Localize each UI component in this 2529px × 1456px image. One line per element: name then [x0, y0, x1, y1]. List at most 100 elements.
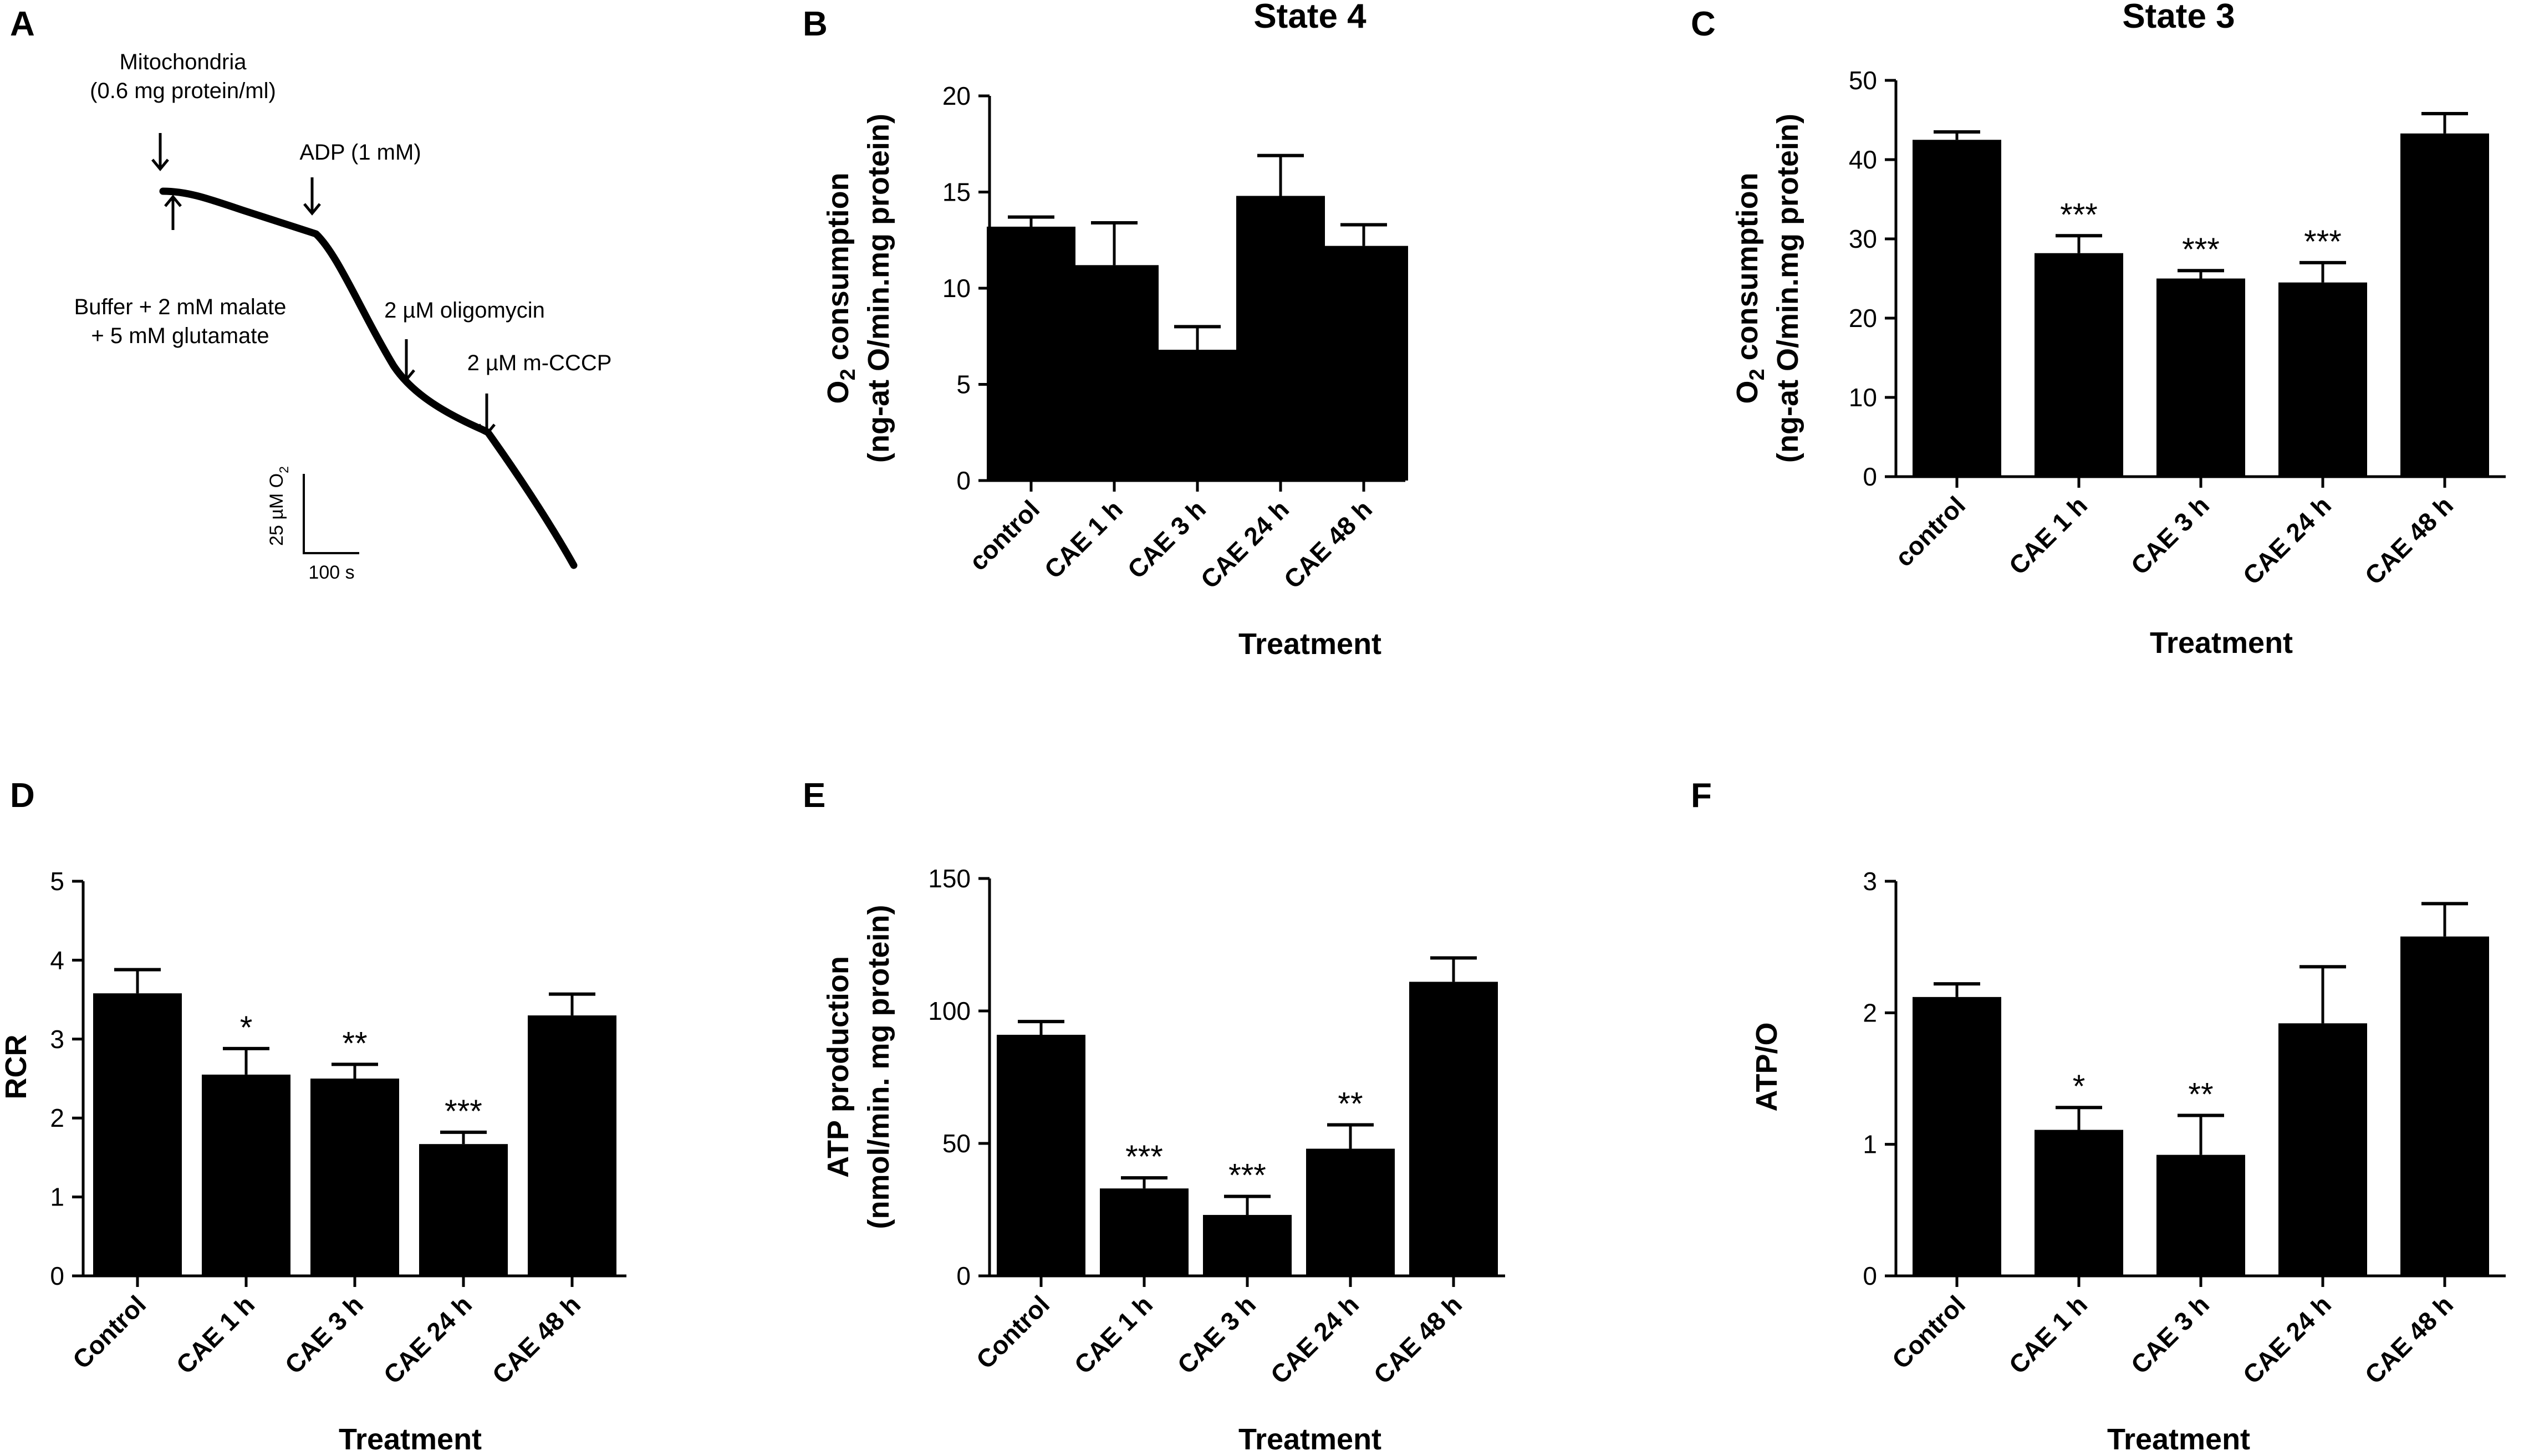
annotation-mitochondria-line2: (0.6 mg protein/ml): [90, 79, 276, 103]
chart-e-significance: ***: [1125, 1139, 1163, 1175]
panel-d: D RCR Treatment 0 1 2 3 4 5 Control CAE 1 h * CAE…: [0, 776, 626, 1456]
panel-e-label: E: [803, 776, 825, 815]
panel-a: A Mitochondria (0.6 mg protein/ml) ADP (…: [10, 5, 611, 583]
chart-b-ytick-label: 20: [942, 81, 971, 110]
chart-f-ytick-label: 3: [1863, 867, 1877, 896]
chart-e-ytick-label: 0: [956, 1261, 971, 1290]
chart-d-category-label: CAE 48 h: [486, 1290, 586, 1389]
chart-c-ylabel-line2: (ng-at O/min.mg protein): [1771, 114, 1804, 463]
chart-f-category-label: CAE 48 h: [2359, 1290, 2459, 1389]
panel-b: B State 4 O2 consumption (ng-at O/min.mg…: [803, 0, 1408, 661]
chart-b-bar: [1236, 196, 1325, 481]
chart-e-ylabel-line1: ATP production: [822, 956, 855, 1178]
chart-f-category-label: Control: [1886, 1290, 1971, 1374]
chart-e-category-label: CAE 24 h: [1264, 1290, 1364, 1389]
chart-e-ytick-label: 150: [928, 864, 971, 893]
chart-b-bar: [1319, 246, 1408, 481]
panel-f-label: F: [1691, 776, 1712, 815]
chart-d-category-label: CAE 24 h: [378, 1290, 477, 1389]
annotation-buffer-line1: Buffer + 2 mM malate: [74, 295, 287, 319]
chart-b-xlabel: Treatment: [1238, 627, 1381, 661]
chart-e-bar: [1306, 1148, 1395, 1276]
chart-c-plot: 0 10 20 30 40 50 control CAE 1 h *** CAE 3 h *** CA…: [1849, 66, 2506, 590]
chart-b-category-label: control: [963, 494, 1045, 576]
chart-f-ytick-label: 2: [1863, 998, 1877, 1027]
panel-b-label: B: [803, 5, 828, 43]
chart-d-category-label: CAE 3 h: [279, 1290, 369, 1379]
chart-e-xlabel: Treatment: [1238, 1423, 1381, 1456]
chart-e-ytick-label: 100: [928, 997, 971, 1025]
chart-b-category-label: CAE 1 h: [1039, 494, 1128, 584]
scale-bar: [303, 474, 359, 554]
chart-c-category-label: CAE 3 h: [2125, 491, 2215, 580]
chart-e-bar: [1203, 1215, 1292, 1276]
chart-c-bar: [2400, 133, 2489, 477]
chart-b-ylabel-line1: O2 consumption: [822, 172, 860, 403]
chart-e-category-label: Control: [971, 1290, 1055, 1374]
chart-c-ytick-label: 30: [1849, 224, 1877, 253]
chart-e-ytick-label: 50: [942, 1129, 971, 1158]
chart-f-bar: [2156, 1154, 2245, 1276]
chart-f-ytick-label: 1: [1863, 1130, 1877, 1159]
chart-f-bar: [2400, 936, 2489, 1276]
chart-d-bar: [419, 1144, 508, 1276]
chart-d-ytick-label: 0: [50, 1261, 64, 1290]
chart-d-significance: ***: [445, 1094, 482, 1130]
panel-e: E ATP production (nmol/min. mg protein) …: [803, 776, 1505, 1456]
chart-f-xlabel: Treatment: [2107, 1423, 2250, 1456]
chart-c-significance: ***: [2060, 197, 2098, 233]
chart-c-ylabel-line1: O2 consumption: [1731, 172, 1769, 403]
panel-d-label: D: [10, 776, 35, 815]
oxygen-trace: [159, 187, 578, 569]
annotation-mitochondria-line1: Mitochondria: [119, 50, 247, 74]
annotation-oligomycin: 2 µM oligomycin: [384, 298, 545, 323]
chart-b-bar: [987, 226, 1075, 481]
chart-c-xlabel: Treatment: [2150, 626, 2293, 660]
chart-f-significance: *: [2073, 1069, 2086, 1105]
chart-b-ytick-label: 5: [956, 370, 971, 399]
chart-d-plot: 0 1 2 3 4 5 Control CAE 1 h * CAE 3 h ** CAE 24 h **…: [50, 867, 626, 1389]
chart-e-category-label: CAE 3 h: [1172, 1290, 1261, 1379]
chart-e-category-label: CAE 1 h: [1069, 1290, 1158, 1379]
chart-c-bar: [2035, 253, 2123, 477]
chart-e-category-label: CAE 48 h: [1368, 1290, 1467, 1389]
chart-d-ytick-label: 4: [50, 946, 64, 974]
chart-d-ytick-label: 5: [50, 867, 64, 896]
chart-b-ylabel-line2: (ng-at O/min.mg protein): [862, 114, 895, 463]
chart-f-ylabel: ATP/O: [1750, 1023, 1783, 1112]
annotation-mcccp: 2 µM m-CCCP: [467, 351, 612, 375]
chart-e-bar: [1409, 982, 1498, 1276]
chart-d-bar: [528, 1015, 616, 1276]
chart-c-ytick-label: 10: [1849, 383, 1877, 412]
chart-c-ytick-label: 20: [1849, 304, 1877, 333]
panel-a-label: A: [10, 5, 35, 43]
chart-c-ytick-label: 40: [1849, 145, 1877, 174]
chart-f-category-label: CAE 24 h: [2237, 1290, 2337, 1389]
chart-e-bar: [1100, 1188, 1189, 1276]
chart-d-category-label: Control: [67, 1290, 151, 1374]
chart-c-significance: ***: [2182, 232, 2220, 268]
chart-e-significance: ***: [1228, 1158, 1266, 1194]
chart-c-category-label: CAE 48 h: [2359, 491, 2459, 590]
panel-f: F ATP/O Treatment 0 1 2 3 Control CAE 1 h * CAE…: [1691, 776, 2506, 1456]
chart-b-title: State 4: [1253, 0, 1367, 35]
annotation-buffer-line2: + 5 mM glutamate: [91, 324, 269, 348]
chart-f-category-label: CAE 3 h: [2125, 1290, 2215, 1379]
chart-e-ylabel-line2: (nmol/min. mg protein): [862, 905, 895, 1229]
scale-bar-y-label: 25 µM O2: [266, 466, 291, 546]
chart-e-significance: **: [1338, 1086, 1363, 1122]
arrow-adp-icon: [303, 177, 321, 216]
arrow-buffer-icon: [164, 195, 182, 230]
chart-d-significance: **: [342, 1025, 367, 1061]
chart-c-category-label: CAE 24 h: [2237, 491, 2337, 590]
chart-c-ytick-label: 0: [1863, 462, 1877, 491]
chart-b-bar: [1153, 350, 1242, 481]
chart-c-bar: [1913, 140, 2001, 477]
chart-c-bar: [2278, 282, 2367, 477]
arrow-mitochondria-icon: [151, 133, 169, 171]
chart-d-ytick-label: 2: [50, 1104, 64, 1132]
chart-f-plot: 0 1 2 3 Control CAE 1 h * CAE 3 h ** CAE 24 h CAE …: [1863, 867, 2506, 1389]
chart-b-category-label: CAE 48 h: [1278, 494, 1378, 594]
chart-f-bar: [1913, 997, 2001, 1276]
